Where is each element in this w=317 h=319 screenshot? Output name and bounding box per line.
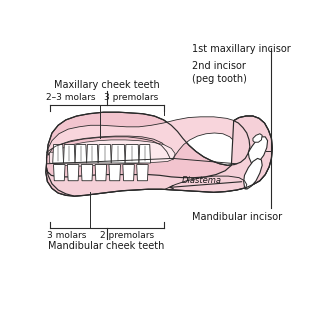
Text: Mandibular cheek teeth: Mandibular cheek teeth xyxy=(49,241,165,251)
Polygon shape xyxy=(53,145,63,163)
Text: 2nd incisor
(peg tooth): 2nd incisor (peg tooth) xyxy=(192,61,247,84)
Polygon shape xyxy=(253,134,262,142)
Polygon shape xyxy=(50,140,175,166)
Polygon shape xyxy=(68,165,79,181)
Polygon shape xyxy=(54,165,65,181)
Polygon shape xyxy=(47,116,272,196)
Polygon shape xyxy=(63,145,75,163)
Text: 3 premolars: 3 premolars xyxy=(104,93,158,102)
Polygon shape xyxy=(48,117,237,160)
Polygon shape xyxy=(81,165,93,181)
Text: 3 molars: 3 molars xyxy=(47,231,86,240)
Polygon shape xyxy=(244,159,262,189)
Polygon shape xyxy=(75,145,87,163)
Polygon shape xyxy=(109,165,120,181)
Polygon shape xyxy=(46,112,272,196)
Text: 2 premolars: 2 premolars xyxy=(100,231,154,240)
Polygon shape xyxy=(98,145,111,163)
Polygon shape xyxy=(248,137,268,165)
Text: Mandibular incisor: Mandibular incisor xyxy=(192,211,282,221)
Polygon shape xyxy=(123,165,134,181)
Polygon shape xyxy=(139,145,151,163)
Text: 2–3 molars: 2–3 molars xyxy=(47,93,96,102)
Text: Diastema: Diastema xyxy=(182,176,222,185)
Polygon shape xyxy=(125,145,139,163)
Polygon shape xyxy=(95,165,107,181)
Polygon shape xyxy=(87,145,98,163)
Text: 1st maxillary incisor: 1st maxillary incisor xyxy=(192,44,291,55)
Polygon shape xyxy=(137,165,148,181)
Polygon shape xyxy=(111,145,125,163)
Text: Maxillary cheek teeth: Maxillary cheek teeth xyxy=(54,80,159,90)
